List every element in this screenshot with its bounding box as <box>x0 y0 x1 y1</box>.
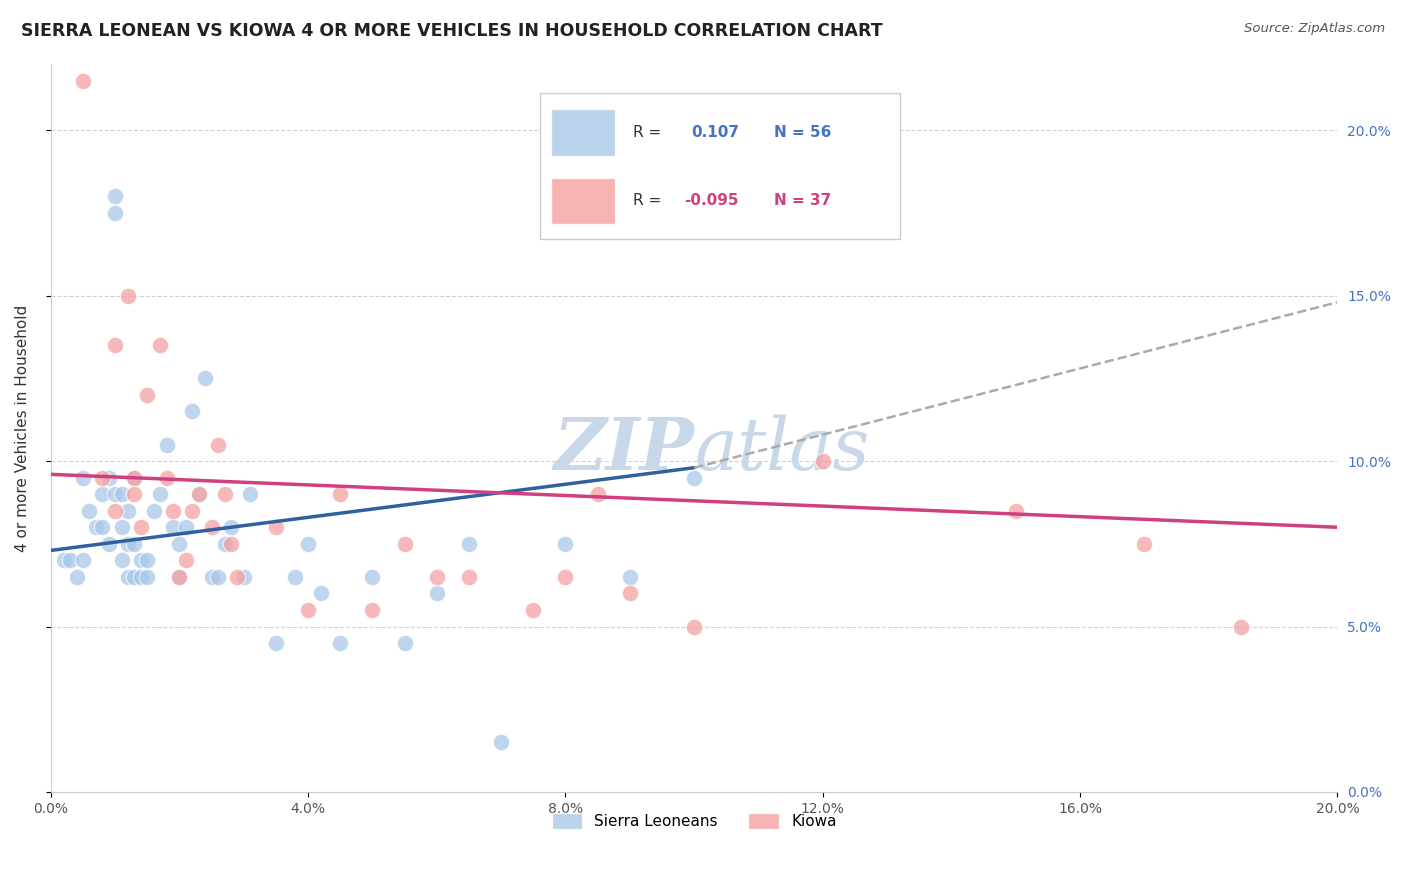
Point <box>117 570 139 584</box>
Point <box>91 487 114 501</box>
Text: SIERRA LEONEAN VS KIOWA 4 OR MORE VEHICLES IN HOUSEHOLD CORRELATION CHART: SIERRA LEONEAN VS KIOWA 4 OR MORE VEHICL… <box>21 22 883 40</box>
Point <box>91 470 114 484</box>
Point <box>264 636 287 650</box>
Point <box>72 470 94 484</box>
Point <box>110 520 132 534</box>
Point <box>489 735 512 749</box>
Point <box>149 487 172 501</box>
Point <box>394 636 416 650</box>
Point <box>136 388 159 402</box>
Text: atlas: atlas <box>695 415 870 485</box>
Text: Source: ZipAtlas.com: Source: ZipAtlas.com <box>1244 22 1385 36</box>
Point <box>149 338 172 352</box>
Point <box>1004 504 1026 518</box>
Point <box>554 570 576 584</box>
Point <box>117 288 139 302</box>
Point <box>169 537 191 551</box>
Point <box>156 470 179 484</box>
Point <box>52 553 75 567</box>
Point <box>458 537 481 551</box>
Point <box>124 470 146 484</box>
Point <box>214 537 236 551</box>
Point <box>1230 619 1253 633</box>
Point <box>104 504 127 518</box>
Point <box>84 520 107 534</box>
Point <box>117 537 139 551</box>
Point <box>65 570 87 584</box>
Point <box>1133 537 1156 551</box>
Legend: Sierra Leoneans, Kiowa: Sierra Leoneans, Kiowa <box>546 807 842 835</box>
Point <box>201 520 224 534</box>
Point <box>214 487 236 501</box>
Point <box>219 520 242 534</box>
Point <box>129 570 152 584</box>
Point <box>181 404 204 418</box>
Point <box>194 371 217 385</box>
Point <box>110 487 132 501</box>
Point <box>239 487 262 501</box>
Point <box>124 570 146 584</box>
Point <box>361 570 384 584</box>
Point <box>79 504 101 518</box>
Point <box>297 603 319 617</box>
Point <box>104 338 127 352</box>
Point <box>156 437 179 451</box>
Point <box>284 570 307 584</box>
Point <box>458 570 481 584</box>
Point <box>136 553 159 567</box>
Point <box>207 437 229 451</box>
Point <box>329 636 352 650</box>
Point <box>91 520 114 534</box>
Point <box>554 537 576 551</box>
Point <box>201 570 224 584</box>
Point <box>104 206 127 220</box>
Point <box>683 619 706 633</box>
Point <box>264 520 287 534</box>
Point <box>142 504 165 518</box>
Point <box>683 470 706 484</box>
Point <box>59 553 82 567</box>
Point <box>104 487 127 501</box>
Point <box>169 570 191 584</box>
Point <box>136 570 159 584</box>
Point <box>162 520 184 534</box>
Point <box>174 553 197 567</box>
Point <box>187 487 209 501</box>
Point <box>426 586 449 600</box>
Point <box>162 504 184 518</box>
Point <box>619 586 641 600</box>
Point <box>174 520 197 534</box>
Point <box>117 504 139 518</box>
Point <box>187 487 209 501</box>
Point <box>129 553 152 567</box>
Text: ZIP: ZIP <box>553 415 695 485</box>
Point <box>104 189 127 203</box>
Point <box>522 603 544 617</box>
Point <box>124 537 146 551</box>
Point <box>169 570 191 584</box>
Point <box>72 553 94 567</box>
Point <box>219 537 242 551</box>
Point <box>329 487 352 501</box>
Point <box>72 73 94 87</box>
Point <box>110 553 132 567</box>
Point <box>297 537 319 551</box>
Point <box>619 570 641 584</box>
Y-axis label: 4 or more Vehicles in Household: 4 or more Vehicles in Household <box>15 304 30 551</box>
Point <box>811 454 834 468</box>
Point <box>394 537 416 551</box>
Point <box>426 570 449 584</box>
Point <box>124 487 146 501</box>
Point <box>129 520 152 534</box>
Point <box>232 570 254 584</box>
Point <box>309 586 332 600</box>
Point <box>226 570 249 584</box>
Point <box>181 504 204 518</box>
Point <box>361 603 384 617</box>
Point <box>586 487 609 501</box>
Point <box>124 470 146 484</box>
Point <box>97 470 120 484</box>
Point <box>97 537 120 551</box>
Point <box>207 570 229 584</box>
